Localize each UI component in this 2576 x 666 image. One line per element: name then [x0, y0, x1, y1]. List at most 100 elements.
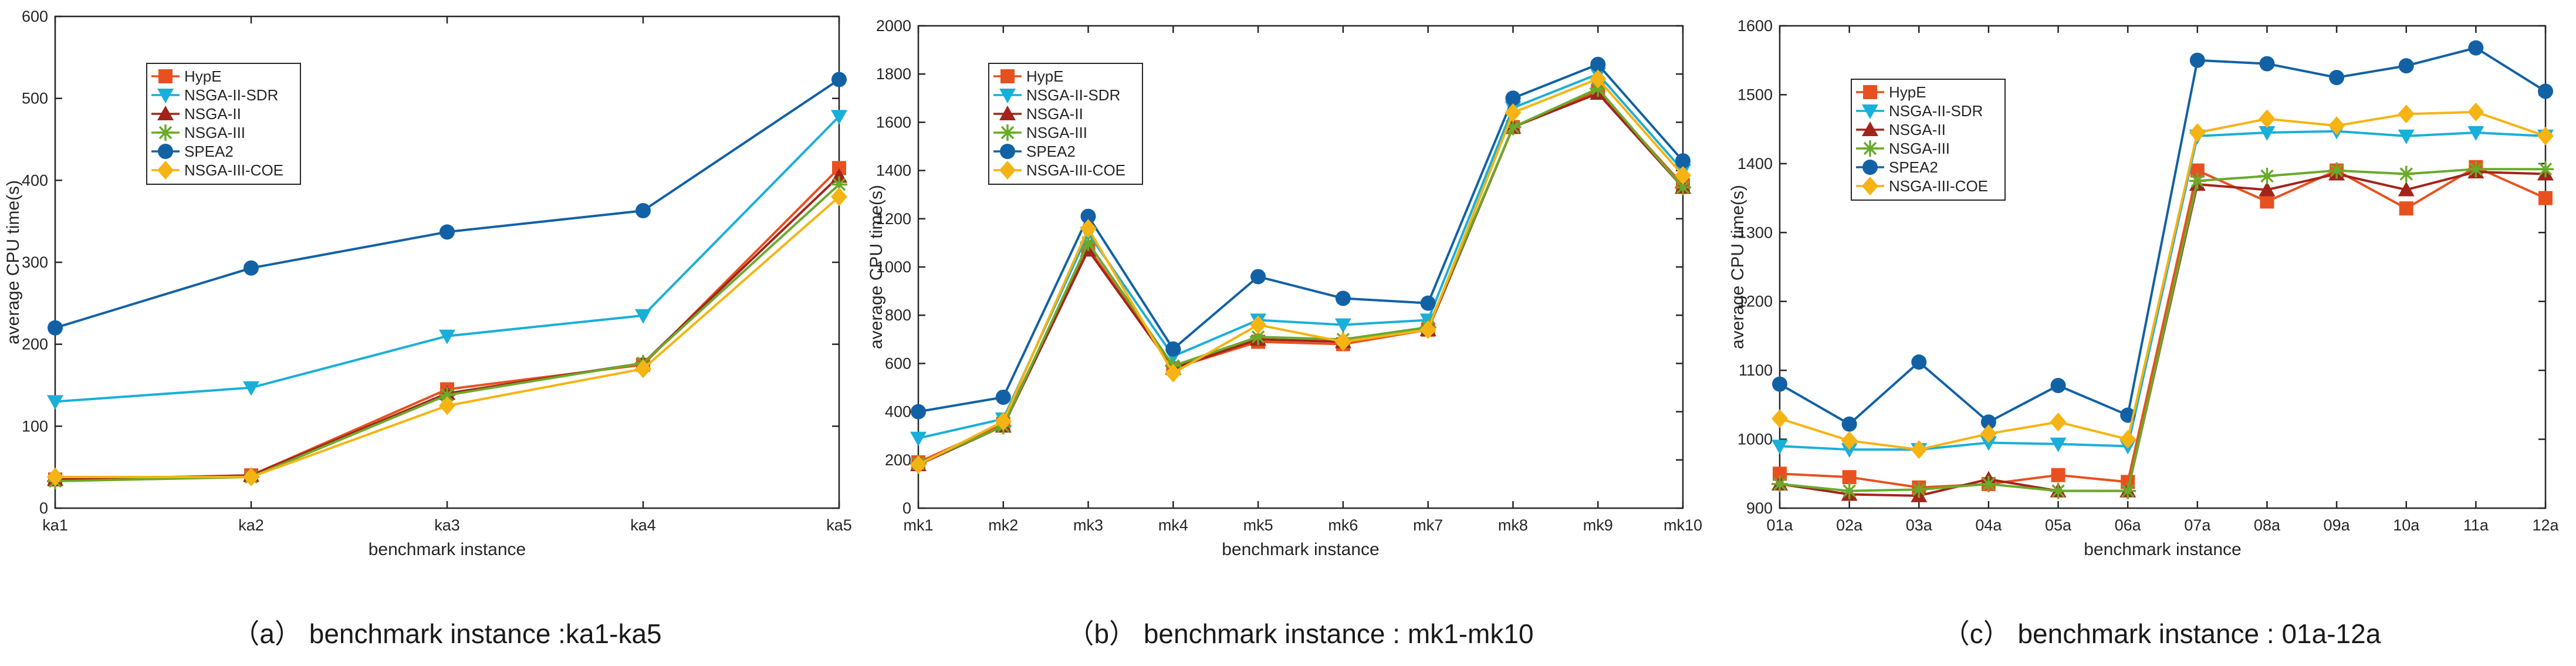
legend-entry: HypE: [1026, 67, 1064, 85]
y-tick-label: 1100: [1739, 361, 1773, 379]
legend-marker: [158, 144, 173, 159]
y-tick-label: 1000: [876, 258, 911, 276]
data-point: [831, 187, 847, 207]
data-point: [635, 203, 651, 219]
legend-box: [1851, 79, 2006, 201]
data-point: [995, 412, 1012, 431]
y-axis-label: average CPU time(s): [867, 185, 886, 349]
data-point: [2398, 165, 2415, 182]
data-point: [440, 224, 455, 240]
data-point: [2398, 181, 2415, 197]
y-tick-label: 300: [22, 253, 48, 271]
y-tick-label: 800: [885, 306, 911, 324]
x-tick-label: 06a: [2115, 516, 2142, 534]
data-point: [1334, 318, 1351, 333]
data-point: [2537, 161, 2554, 178]
legend-marker: [1862, 104, 1878, 119]
data-point: [1419, 320, 1436, 339]
x-tick-label: 11a: [2463, 516, 2489, 534]
chart-panel-1: 0 100 200 300 400 500 600 ka1 ka2 ka3 ka4 ka5 benchm…: [4, 8, 852, 649]
x-axis-label: benchmark instance: [2084, 540, 2241, 559]
legend-entry: NSGA-III: [1889, 140, 1950, 157]
data-point: [1980, 424, 1997, 444]
data-point: [243, 381, 259, 396]
y-tick-label: 400: [885, 403, 911, 421]
data-point: [2398, 129, 2415, 144]
data-point: [1841, 431, 1858, 450]
data-point: [48, 320, 63, 336]
series-nsga-iii: [1772, 161, 2554, 499]
x-tick-label: 02a: [1836, 516, 1863, 534]
data-point: [2259, 167, 2276, 184]
data-point: [1772, 376, 1787, 392]
x-tick-label: 09a: [2324, 516, 2351, 534]
data-point: [911, 404, 926, 420]
data-point: [439, 329, 455, 344]
series-line: [1779, 168, 2545, 492]
data-point: [2259, 126, 2276, 141]
y-tick-label: 0: [39, 499, 48, 517]
data-point: [1842, 470, 1857, 485]
data-point: [243, 467, 259, 486]
data-point: [2189, 52, 2205, 68]
data-point: [2189, 123, 2206, 143]
x-tick-label: ka3: [434, 516, 460, 534]
data-point: [47, 395, 63, 410]
data-point: [2538, 83, 2553, 99]
data-point: [2260, 194, 2274, 209]
data-point: [1080, 208, 1096, 224]
data-point: [1335, 290, 1351, 306]
data-point: [1841, 416, 1857, 432]
y-tick-label: 2000: [876, 17, 911, 35]
y-tick-label: 500: [22, 90, 48, 107]
x-tick-label: ka5: [826, 516, 852, 534]
legend-marker: [157, 124, 174, 141]
legend-entry: NSGA-III: [184, 124, 245, 141]
legend-entry: NSGA-III-COE: [184, 161, 283, 179]
y-tick-label: 1600: [1737, 17, 1773, 35]
legend-marker: [1862, 160, 1878, 175]
data-point: [1980, 475, 1997, 492]
data-point: [1841, 443, 1858, 458]
data-point: [910, 455, 927, 475]
legend-entry: NSGA-III-COE: [1889, 177, 1988, 195]
legend-entry: NSGA-II-SDR: [184, 86, 278, 104]
data-point: [1420, 295, 1436, 311]
legend-entry: NSGA-II: [184, 105, 241, 123]
y-tick-label: 600: [885, 354, 911, 372]
series-line: [918, 63, 1684, 413]
x-tick-label: ka1: [42, 516, 68, 534]
data-point: [2119, 430, 2136, 449]
x-tick-label: mk1: [903, 516, 933, 534]
y-tick-label: 400: [22, 171, 48, 189]
x-tick-label: 12a: [2532, 516, 2559, 534]
legend-marker: [999, 89, 1016, 103]
series-line: [1779, 46, 2547, 426]
y-tick-label: 600: [22, 8, 48, 25]
data-point: [2051, 468, 2065, 482]
legend-marker: [1863, 85, 1877, 99]
data-point: [1590, 56, 1606, 72]
series-spea2: [48, 72, 847, 336]
x-tick-label: mk5: [1243, 516, 1273, 534]
chart-panel-3: 900 1000 1100 1200 1300 1400 1500 1600 01a 02a 03a…: [1728, 17, 2560, 649]
data-point: [1980, 414, 1996, 430]
legend-entry: HypE: [1889, 83, 1926, 101]
y-axis-label: average CPU time(s): [1728, 185, 1747, 349]
x-tick-label: 04a: [1975, 516, 2002, 534]
legend-marker: [999, 161, 1016, 180]
data-point: [2328, 116, 2345, 136]
data-point: [1911, 354, 1927, 370]
data-point: [2537, 126, 2554, 146]
data-point: [47, 467, 63, 486]
data-point: [1250, 315, 1267, 334]
chart-caption: （b） benchmark instance : mk1-mk10: [1067, 618, 1533, 649]
legend-entry: SPEA2: [1889, 158, 1938, 176]
y-tick-label: 1400: [1737, 155, 1773, 173]
legend-entry: NSGA-II: [1889, 121, 1946, 138]
data-point: [2119, 482, 2136, 499]
legend-marker: [158, 69, 173, 83]
y-tick-label: 1600: [876, 113, 911, 131]
data-point: [2189, 173, 2206, 190]
